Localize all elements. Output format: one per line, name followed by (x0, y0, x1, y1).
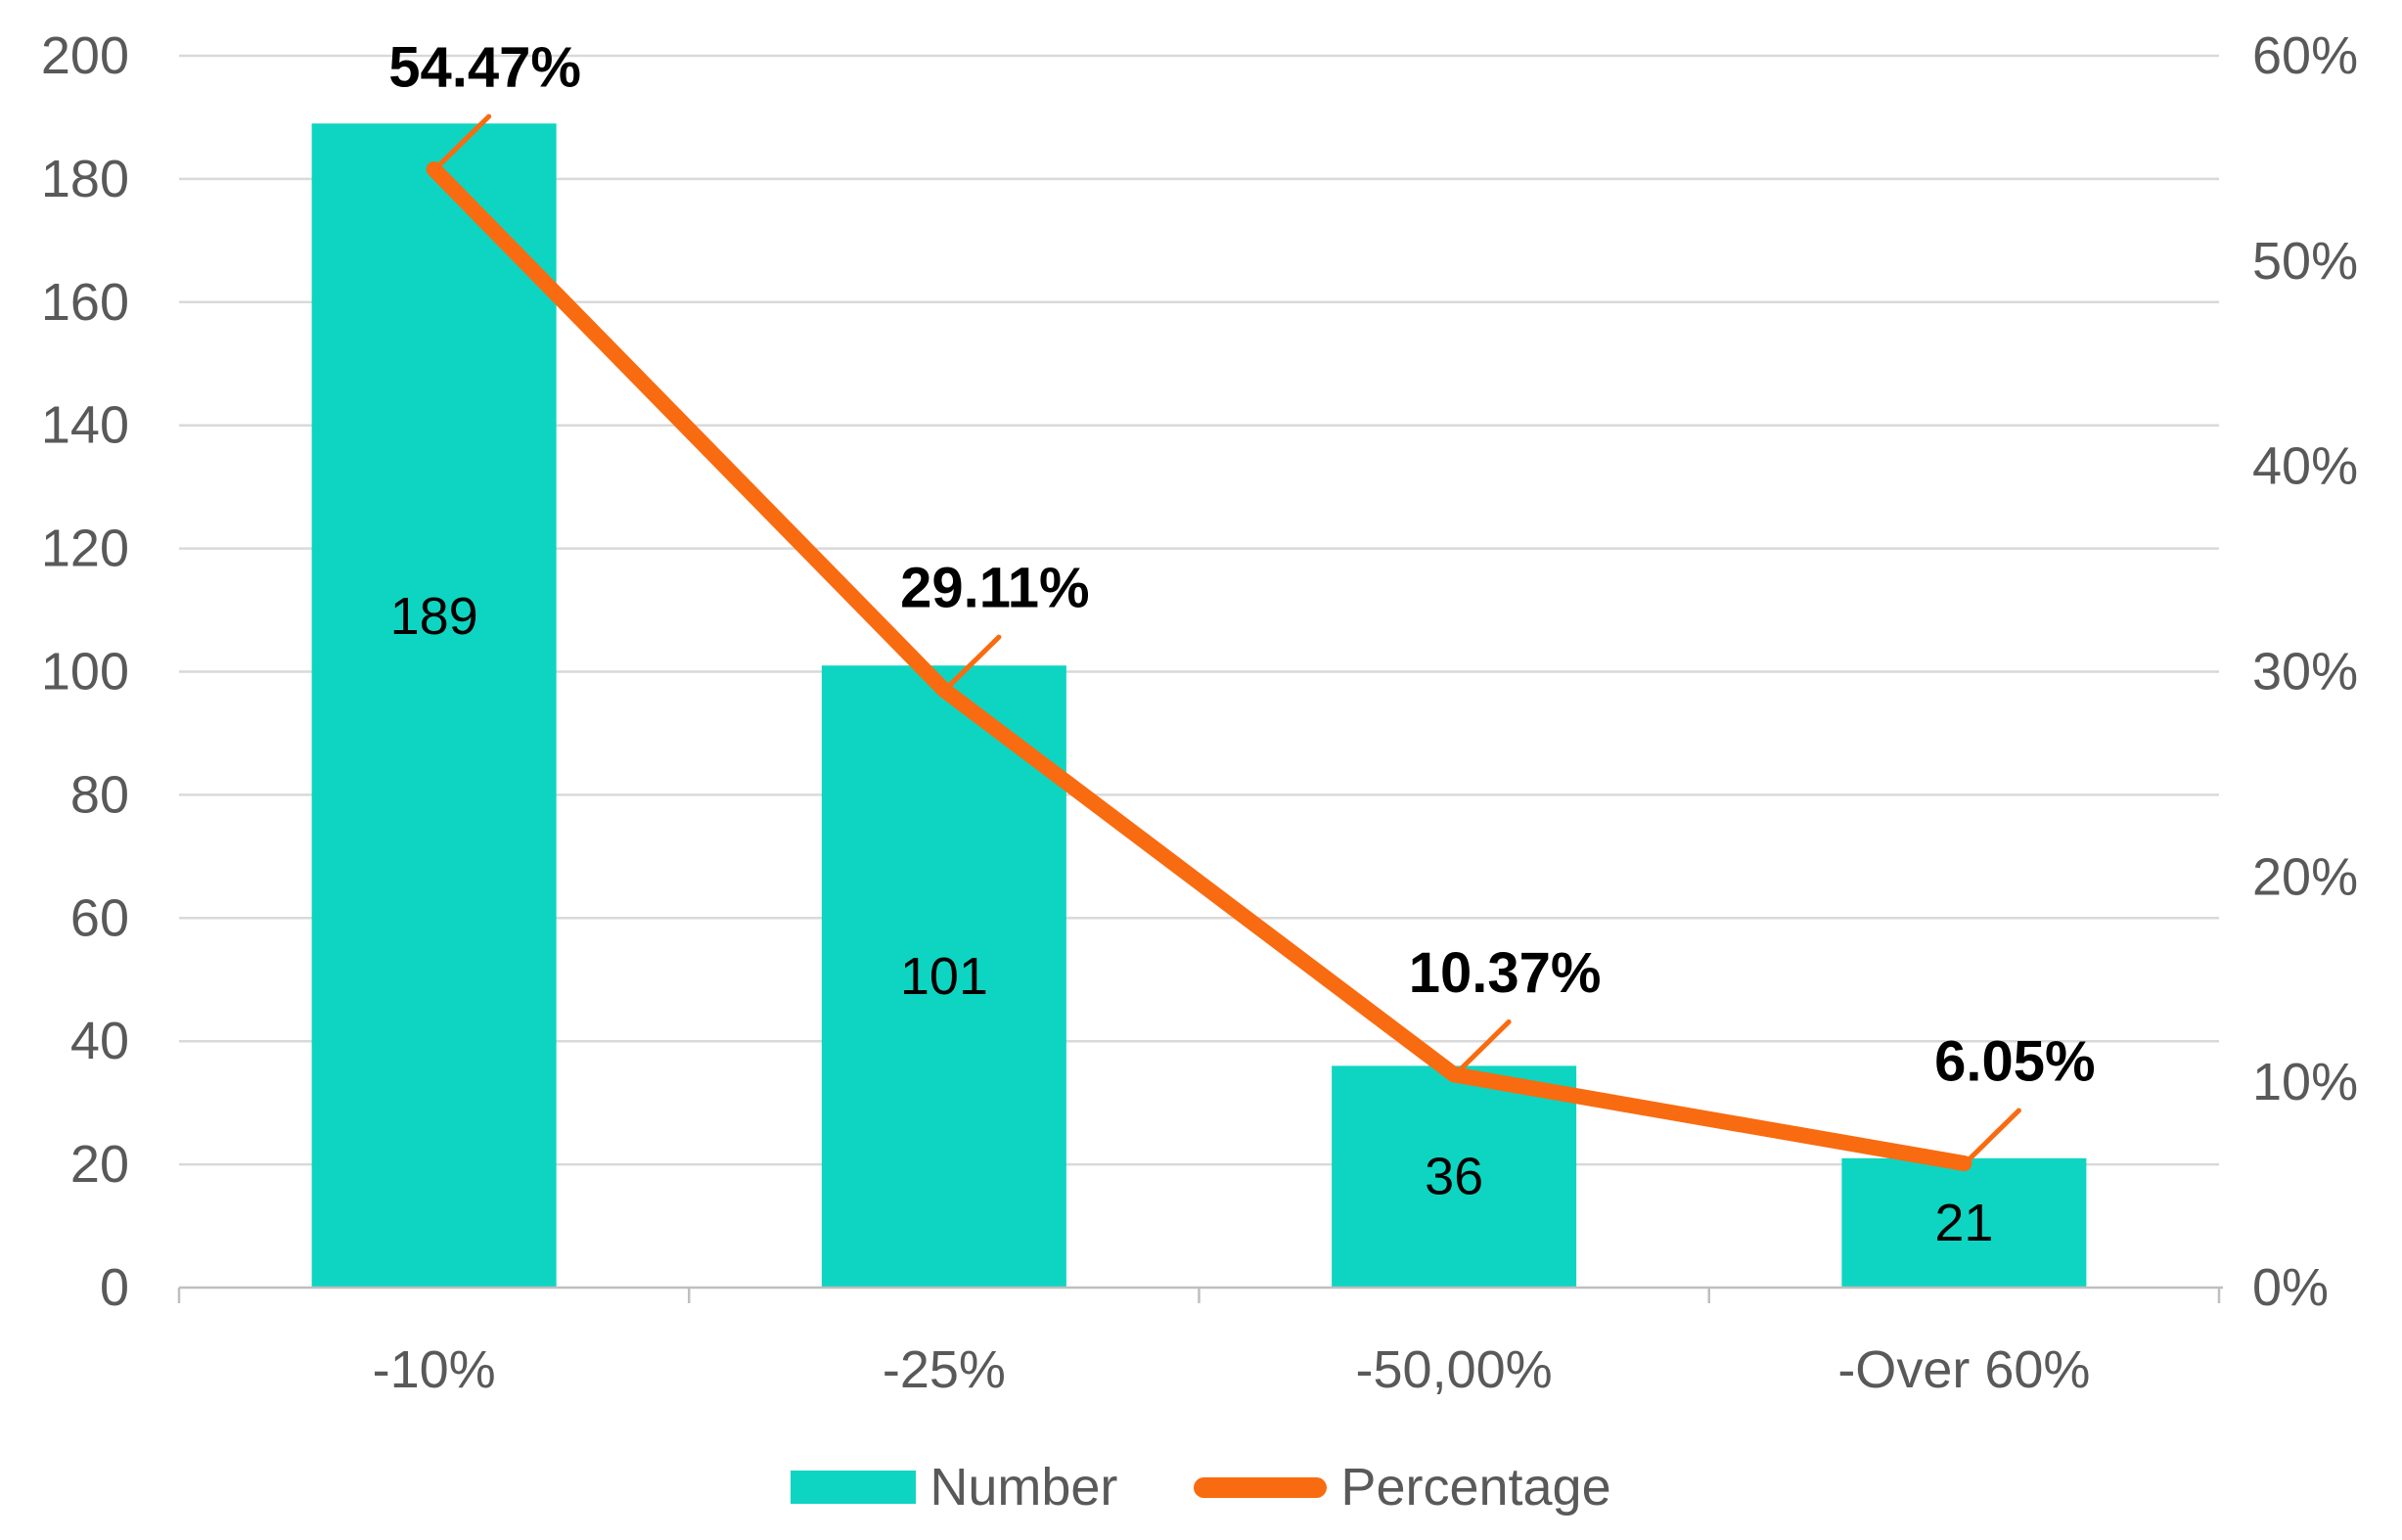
right-axis-tick-label: 50% (2252, 232, 2358, 291)
left-axis-tick-label: 120 (41, 520, 129, 578)
bar (1841, 1157, 2087, 1288)
legend-label-percentage: Percentage (1340, 1458, 1611, 1517)
left-axis-tick-label: 200 (41, 26, 129, 85)
number-series-swatch-icon (791, 1471, 917, 1504)
percentage-label: 6.05% (1934, 1030, 2095, 1094)
bar-value-label: 101 (900, 947, 988, 1006)
percentage-label: 29.11% (900, 557, 1090, 620)
legend-item-percentage: Percentage (1194, 1458, 1611, 1517)
leader-line (946, 634, 1002, 689)
category-label: -Over 60% (1837, 1340, 2090, 1399)
percentage-line (426, 161, 1972, 1172)
bar-value-label: 21 (1934, 1194, 1993, 1252)
leader-line (1456, 1019, 1512, 1073)
legend-label-number: Number (929, 1458, 1118, 1517)
left-axis-tick-label: 60 (70, 888, 129, 947)
right-axis-tick-label: 0% (2252, 1258, 2329, 1317)
bar-value-label: 189 (390, 587, 478, 646)
left-axis-tick-label: 100 (41, 643, 129, 702)
legend: Number Percentage (0, 1452, 2402, 1522)
left-axis-tick-label: 0 (100, 1258, 129, 1317)
right-axis-tick-label: 30% (2252, 643, 2358, 702)
right-axis-tick-label: 40% (2252, 437, 2358, 496)
right-axis-tick-label: 20% (2252, 847, 2358, 906)
left-axis-tick-label: 140 (41, 396, 129, 455)
right-axis-tick-label: 60% (2252, 26, 2358, 85)
category-label: -50,00% (1356, 1340, 1553, 1399)
bar (311, 123, 557, 1289)
left-axis-tick-label: 180 (41, 150, 129, 208)
right-axis-tick-label: 10% (2252, 1053, 2358, 1111)
category-label: -25% (883, 1340, 1006, 1399)
bar-value-label: 36 (1425, 1148, 1483, 1206)
percentage-label: 54.47% (388, 36, 581, 100)
left-axis-tick-label: 40 (70, 1012, 129, 1070)
left-axis-tick-label: 160 (41, 273, 129, 332)
legend-item-number: Number (791, 1461, 1117, 1514)
left-axis-tick-label: 80 (70, 765, 129, 824)
percentage-label: 10.37% (1409, 941, 1602, 1005)
bar (1332, 1065, 1577, 1288)
left-axis-tick-label: 20 (70, 1135, 129, 1194)
bar (821, 665, 1066, 1288)
percentage-series-swatch-icon (1194, 1476, 1328, 1498)
category-label: -10% (373, 1340, 496, 1399)
leader-line (436, 113, 492, 168)
leader-line (1966, 1108, 2021, 1162)
